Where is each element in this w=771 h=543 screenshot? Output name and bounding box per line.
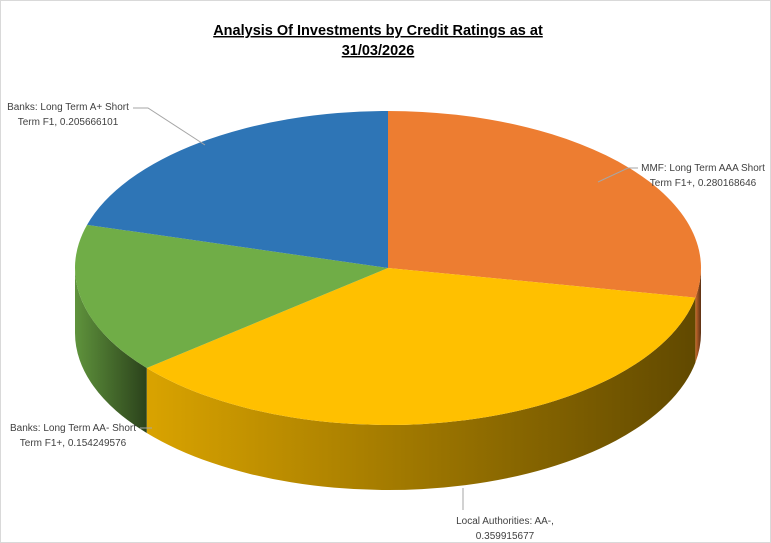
text-line: Analysis Of Investments by Credit Rating… [213, 23, 543, 39]
text-line: 0.359915677 [476, 531, 535, 542]
slice [146, 268, 696, 426]
text-line: MMF: Long Term AAA Short [641, 163, 765, 174]
leader-line [597, 167, 638, 183]
chart-title: Analysis Of Investments by Credit Rating… [213, 23, 543, 59]
data-label: Banks: Long Term A+ Short Term F1, 0.2056… [7, 102, 129, 128]
text-line: Banks: Long Term A+ Short [7, 102, 129, 113]
slice [87, 111, 388, 268]
text-line: Term F1, 0.205666101 [18, 117, 119, 128]
text-line: Local Authorities: AA-, [456, 516, 554, 527]
slice-side [75, 268, 147, 434]
slice [74, 224, 388, 369]
text-line: Term F1+, 0.280168646 [650, 178, 757, 189]
text-line: Banks: Long Term AA- Short [10, 423, 136, 434]
slice [388, 111, 702, 298]
slice-side [695, 268, 701, 363]
leader-line [133, 107, 206, 146]
text-line: 31/03/2026 [342, 43, 415, 59]
data-label: Banks: Long Term AA- Short Term F1+, 0.15… [10, 423, 136, 449]
data-label: Local Authorities: AA-, 0.359915677 [456, 516, 554, 542]
slice-side [146, 297, 696, 491]
text-line: Term F1+, 0.154249576 [20, 438, 127, 449]
data-label: MMF: Long Term AAA Short Term F1+, 0.2801… [641, 163, 765, 189]
pie [74, 111, 702, 491]
